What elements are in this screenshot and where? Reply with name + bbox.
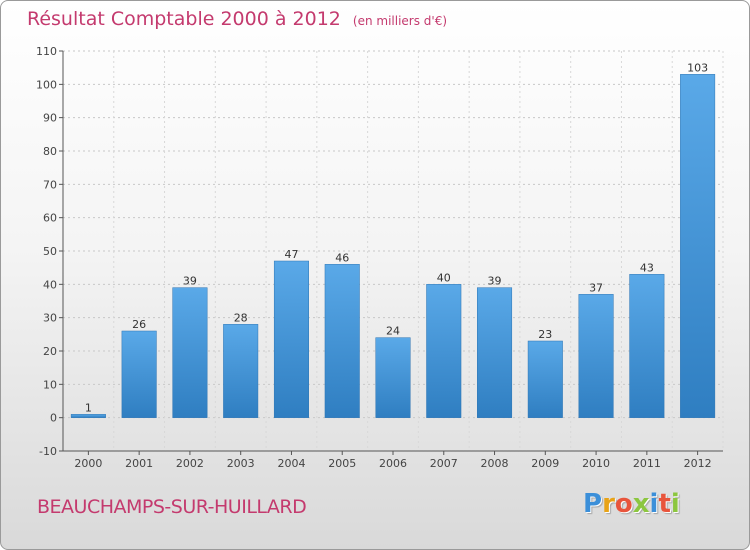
data-label: 47 (284, 248, 298, 261)
y-tick-label: 70 (43, 178, 57, 191)
data-label: 46 (335, 251, 349, 264)
bar (680, 74, 716, 418)
data-label: 23 (538, 328, 552, 341)
bar (578, 294, 614, 418)
y-tick-label: 100 (36, 78, 57, 91)
data-label: 43 (640, 261, 654, 274)
proxiti-logo: Proxiti (583, 489, 680, 519)
chart-title-text: Résultat Comptable 2000 à 2012 (27, 8, 341, 30)
data-label: 39 (183, 275, 197, 288)
y-tick-label: 30 (43, 312, 57, 325)
commune-name: BEAUCHAMPS-SUR-HUILLARD (37, 496, 307, 518)
bar (70, 414, 106, 418)
y-tick-label: -10 (39, 445, 57, 458)
x-tick-label: 2003 (227, 457, 255, 470)
x-tick-label: 2009 (531, 457, 559, 470)
x-tick-label: 2005 (328, 457, 356, 470)
axes: -10 0 10 20 30 40 50 60 70 80 90 100 110 2000 2001 2002… (36, 45, 723, 470)
logo-letter: i (670, 489, 680, 519)
data-label: 1 (85, 401, 92, 414)
labels: 1 26 39 28 47 46 24 40 39 23 37 43 103 (85, 61, 708, 414)
x-tick-label: 2008 (481, 457, 509, 470)
bar (172, 287, 208, 418)
bar (273, 260, 309, 418)
data-label: 26 (132, 318, 146, 331)
logo-letter: i (649, 489, 659, 519)
y-tick-label: 0 (50, 412, 57, 425)
bar (629, 274, 665, 418)
logo-letter: t (658, 489, 671, 519)
logo-letter: x (632, 489, 650, 519)
data-label: 28 (234, 311, 248, 324)
x-tick-label: 2004 (277, 457, 305, 470)
data-label: 39 (488, 275, 502, 288)
y-tick-label: 20 (43, 345, 57, 358)
bar (324, 264, 360, 418)
bar (477, 287, 513, 418)
x-tick-label: 2011 (633, 457, 661, 470)
bar (121, 330, 157, 418)
logo-letter: P (583, 489, 603, 519)
bar (527, 340, 563, 418)
x-tick-label: 2001 (125, 457, 153, 470)
bars (70, 74, 716, 418)
y-tick-label: 40 (43, 278, 57, 291)
bar (426, 284, 462, 418)
x-tick-label: 2006 (379, 457, 407, 470)
data-label: 37 (589, 281, 603, 294)
y-tick-label: 50 (43, 245, 57, 258)
y-tick-label: 10 (43, 378, 57, 391)
chart-unit: (en milliers d'€) (352, 14, 448, 28)
y-tick-label: 110 (36, 45, 57, 58)
x-tick-label: 2010 (582, 457, 610, 470)
y-tick-label: 90 (43, 112, 57, 125)
x-tick-label: 2000 (74, 457, 102, 470)
data-label: 40 (437, 271, 451, 284)
data-label: 103 (687, 61, 708, 74)
chart-title: Résultat Comptable 2000 à 2012 (en millie… (27, 8, 447, 30)
logo-letter: o (614, 489, 633, 519)
x-tick-label: 2012 (684, 457, 712, 470)
logo-letter: r (602, 489, 615, 519)
y-tick-label: 60 (43, 212, 57, 225)
bar (223, 324, 259, 418)
x-tick-label: 2002 (176, 457, 204, 470)
x-tick-label: 2007 (430, 457, 458, 470)
bar (375, 337, 411, 418)
y-tick-label: 80 (43, 145, 57, 158)
data-label: 24 (386, 325, 400, 338)
